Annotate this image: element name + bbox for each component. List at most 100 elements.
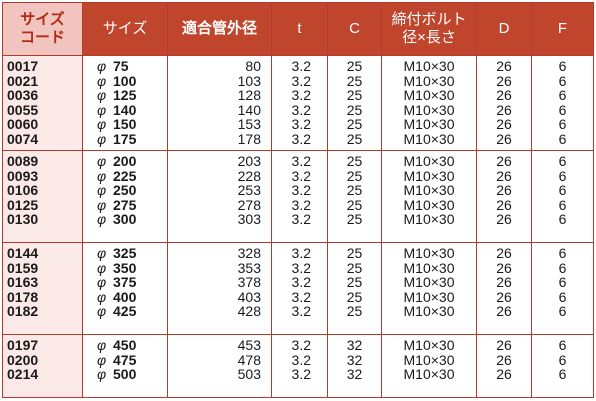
size-cell: φ 200 φ 225 φ 250 φ 275 φ 300: [82, 150, 168, 244]
size-number: 75: [113, 58, 129, 74]
pipe-od-value: 378: [237, 274, 261, 291]
phi-symbol: φ: [97, 182, 107, 199]
size-code-value: 0055: [7, 101, 39, 118]
d-value: 26: [496, 288, 512, 305]
size-value: φ 125: [97, 88, 167, 103]
size-value: φ 300: [97, 212, 167, 227]
f-value: 6: [558, 101, 567, 118]
pipe-od-value: 253: [237, 182, 261, 199]
size-number: 225: [113, 167, 137, 184]
phi-symbol: φ: [97, 101, 107, 118]
size-code-value: 0163: [7, 274, 39, 291]
c-value: 25: [346, 274, 363, 291]
f-value: 6: [558, 288, 567, 305]
size-number: 150: [113, 116, 137, 132]
t-value: 3.2: [291, 337, 311, 354]
bolt-cell: M10×30 M10×30 M10×30 M10×30 M10×30: [381, 150, 477, 244]
size-cell: φ 75 φ 100 φ 125 φ 140 φ 150 φ 175: [82, 54, 168, 152]
phi-symbol: φ: [97, 245, 107, 262]
t-value: 3.2: [291, 101, 311, 118]
bolt-value: M10×30: [403, 288, 455, 305]
header-bolt: 締付ボルト 径×長さ: [381, 2, 477, 56]
size-value: φ 100: [97, 72, 167, 89]
phi-symbol: φ: [97, 274, 107, 291]
d-value: 26: [496, 245, 512, 262]
bolt-value: M10×30: [403, 337, 455, 354]
c-value: 25: [346, 259, 363, 276]
size-value: φ 275: [97, 196, 167, 213]
d-value: 26: [496, 58, 512, 74]
pipe-od-value: 328: [237, 245, 261, 262]
header-size-code-line1: サイズ: [20, 11, 65, 28]
d-value: 26: [496, 303, 512, 320]
size-code-value: 0159: [7, 259, 39, 276]
bolt-cell: M10×30 M10×30 M10×30 M10×30 M10×30 M10×30: [381, 54, 477, 152]
c-value: 25: [346, 288, 363, 305]
size-number: 140: [113, 101, 137, 118]
t-value: 3.2: [291, 182, 311, 199]
size-value: φ 200: [97, 154, 167, 169]
c-value: 25: [346, 167, 363, 184]
size-code-cell: 0144 0159 0163 0178 0182: [2, 242, 83, 336]
size-value: φ 225: [97, 167, 167, 184]
f-value: 6: [558, 130, 567, 147]
pipe-od-value: 303: [237, 211, 261, 228]
d-value: 26: [496, 153, 512, 170]
size-value: φ 175: [97, 131, 167, 147]
bolt-value: M10×30: [403, 303, 455, 320]
size-number: 400: [113, 288, 137, 305]
t-value: 3.2: [291, 351, 311, 368]
size-number: 350: [113, 259, 137, 276]
d-value: 26: [496, 101, 512, 118]
header-d: D: [476, 2, 532, 56]
t-value: 3.2: [291, 259, 311, 276]
size-number: 500: [113, 366, 137, 383]
size-number: 450: [113, 337, 137, 354]
phi-symbol: φ: [97, 72, 107, 89]
size-value: φ 350: [97, 259, 167, 276]
f-value: 6: [558, 366, 567, 383]
c-value: 25: [346, 196, 363, 213]
t-value: 3.2: [291, 167, 311, 184]
header-size-code: サイズ コード: [2, 2, 83, 56]
header-t: t: [271, 2, 328, 56]
bolt-value: M10×30: [403, 167, 455, 184]
f-value: 6: [558, 72, 567, 89]
d-value: 26: [496, 182, 512, 199]
pipe-od-value: 140: [237, 101, 261, 118]
c-cell: 32 32 32: [327, 334, 382, 398]
header-size: サイズ: [82, 2, 168, 56]
t-value: 3.2: [291, 153, 311, 170]
c-value: 32: [346, 337, 363, 354]
header-bolt-line2: 径×長さ: [402, 29, 456, 46]
size-code-value: 0060: [7, 116, 39, 132]
size-value: φ 250: [97, 183, 167, 198]
size-number: 275: [113, 196, 137, 213]
t-value: 3.2: [291, 72, 311, 89]
pipe-od-value: 403: [237, 288, 261, 305]
size-number: 100: [113, 72, 137, 89]
size-cell: φ 325 φ 350 φ 375 φ 400 φ 425: [82, 242, 168, 336]
bolt-value: M10×30: [403, 274, 455, 291]
phi-symbol: φ: [97, 351, 107, 368]
pipe-od-cell: 328 353 378 403 428: [167, 242, 272, 336]
size-number: 325: [113, 245, 137, 262]
c-value: 25: [346, 303, 363, 320]
pipe-od-value: 478: [237, 351, 261, 368]
d-value: 26: [496, 167, 512, 184]
pipe-od-value: 278: [237, 196, 261, 213]
table-row-group: 0089 0093 0106 0125 0130 φ 200 φ 225 φ 250 φ 275 φ 300…: [2, 150, 594, 244]
size-code-value: 0214: [7, 366, 39, 383]
size-value: φ 140: [97, 101, 167, 118]
f-value: 6: [558, 211, 567, 228]
t-value: 3.2: [291, 130, 311, 147]
size-code-value: 0036: [7, 87, 39, 103]
size-value: φ 425: [97, 304, 167, 319]
table-row-group: 0197 0200 0214 φ 450 φ 475 φ 500 453 478 503 3.2 3.2 3…: [2, 334, 594, 398]
f-value: 6: [558, 274, 567, 291]
t-value: 3.2: [291, 196, 311, 213]
